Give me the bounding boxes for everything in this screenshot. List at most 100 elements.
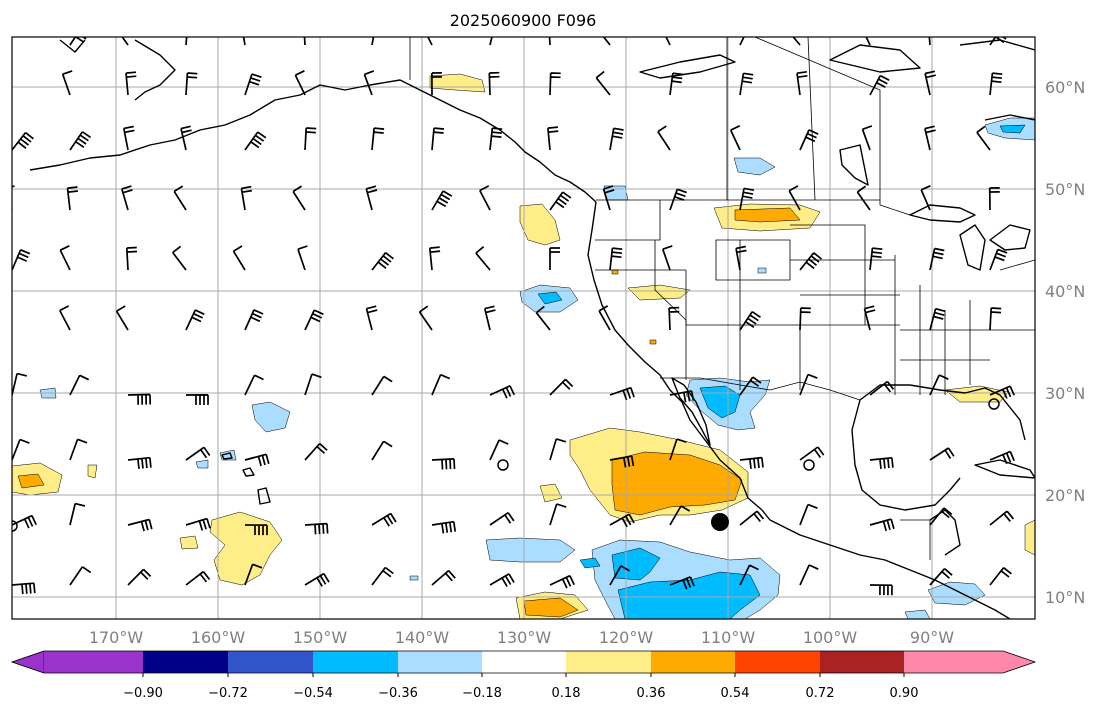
anomaly-contour: [757, 267, 767, 274]
wind-barb: [669, 188, 687, 211]
wind-barb: [431, 190, 453, 211]
wind-barb: [856, 185, 871, 211]
wind-barb: [489, 385, 515, 399]
wind-barb: [69, 374, 90, 396]
wind-barb: [371, 252, 394, 271]
colorbar-tick-label: −0.36: [378, 686, 418, 701]
wind-barb: [535, 305, 551, 331]
wind-barb: [431, 569, 456, 586]
anomaly-contour: [734, 207, 801, 223]
wind-barb: [12, 328, 13, 330]
colorbar-tick-label: −0.90: [123, 686, 163, 701]
colorbar-segment: [398, 651, 482, 673]
anomaly-contour: [649, 339, 657, 345]
colorbar-segment: [313, 651, 398, 673]
colorbar-segment: [228, 651, 313, 673]
wind-barb: [431, 72, 442, 96]
wind-barb: [799, 307, 811, 331]
wind-barb: [12, 438, 30, 461]
wind-barb: [304, 572, 330, 587]
wind-barb: [669, 576, 695, 590]
wind-barb: [431, 127, 445, 151]
wind-barb: [12, 514, 37, 529]
anomaly-contour: [519, 203, 561, 246]
wind-barb: [869, 518, 895, 532]
wind-barb: [180, 125, 192, 151]
anomaly-contour: [537, 291, 563, 305]
wind-barb: [12, 93, 13, 95]
wind-barb: [365, 305, 378, 331]
wind-barb: [665, 37, 671, 46]
wind-barb: [799, 446, 825, 461]
colorbar-tick-label: 0.72: [806, 686, 835, 701]
wind-barb: [292, 185, 306, 211]
wind-barb: [232, 245, 246, 271]
lon-label: 100°W: [803, 628, 858, 647]
wind-barb: [127, 568, 152, 586]
wind-barb: [371, 566, 394, 586]
wind-barb: [929, 567, 953, 586]
anomaly-contour: [927, 581, 986, 606]
wind-barb: [371, 127, 385, 151]
wind-barb: [489, 127, 503, 151]
wind-barb: [549, 72, 561, 96]
lon-label: 160°W: [191, 628, 246, 647]
wind-barb: [483, 305, 496, 331]
wind-barb: [428, 246, 441, 271]
anomaly-contour: [485, 537, 576, 563]
wind-barb: [240, 185, 253, 211]
wind-barb: [799, 129, 819, 151]
anomaly-contour: [579, 557, 601, 569]
wind-barb: [172, 245, 187, 271]
wind-barb: [185, 394, 209, 405]
colorbar-outline: [10, 650, 1037, 674]
wind-barb: [59, 305, 71, 331]
wind-barb: [66, 186, 78, 211]
wind-barb: [549, 438, 567, 461]
wind-barb: [69, 566, 92, 586]
anomaly-contour: [1024, 519, 1035, 556]
wind-barb: [127, 393, 152, 405]
wind-barb: [244, 73, 262, 96]
wind-barb: [547, 126, 559, 151]
wind-barb: [475, 246, 491, 271]
wind-barb: [371, 440, 393, 461]
lon-label: 150°W: [293, 628, 348, 647]
wind-barb: [669, 72, 683, 96]
wind-barb: [549, 247, 560, 270]
colorbar-tick-label: 0.18: [552, 686, 581, 701]
wind-barb: [431, 373, 451, 396]
anomaly-contour: [733, 157, 776, 176]
wind-barb: [122, 125, 135, 151]
lon-label: 90°W: [910, 628, 954, 647]
wind-barb: [920, 185, 931, 211]
lat-label: 60°N: [1045, 78, 1085, 97]
anomaly-contour: [627, 284, 691, 301]
wind-barb: [869, 380, 895, 396]
anomaly-fill-layer: [12, 73, 1035, 619]
wind-barb: [371, 375, 393, 396]
wind-barb: [989, 510, 1015, 526]
anomaly-contour: [611, 451, 743, 516]
wind-barb: [928, 37, 931, 46]
wind-barb: [489, 573, 515, 588]
wind-barb: [799, 503, 818, 526]
wind-barb: [185, 72, 198, 96]
colorbar-segment: [735, 651, 820, 673]
wind-barb: [549, 574, 575, 589]
colorbar-tick-label: 0.54: [721, 686, 750, 701]
anomaly-contour: [999, 124, 1026, 134]
wind-barb: [924, 125, 936, 151]
low-marker-3: [988, 398, 1000, 410]
political-borders: [409, 37, 1035, 560]
wind-barb: [739, 37, 755, 46]
wind-barbs: [12, 37, 1015, 596]
colorbar-tick-label: 0.36: [637, 686, 666, 701]
wind-barb: [609, 455, 635, 468]
lon-label: 170°W: [89, 628, 144, 647]
wind-barb: [799, 373, 818, 396]
wind-barb: [244, 563, 263, 586]
anomaly-contour: [904, 609, 931, 619]
wind-barb: [125, 246, 138, 271]
